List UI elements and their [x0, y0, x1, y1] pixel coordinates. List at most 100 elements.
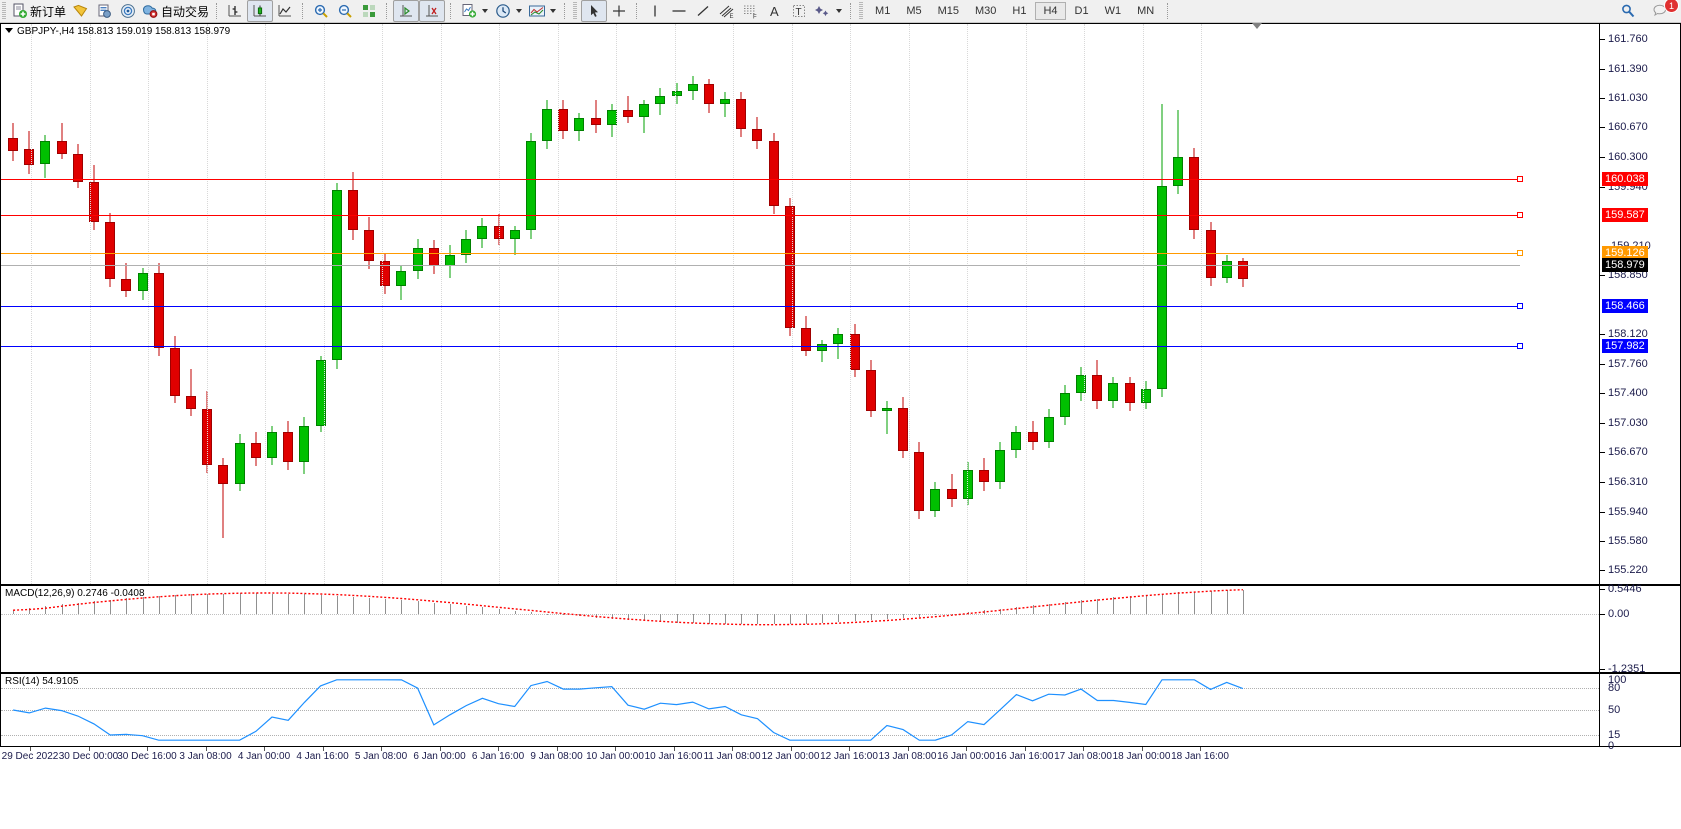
market-watch-button[interactable] [116, 1, 140, 21]
toolbar-separator-5 [564, 3, 566, 19]
rsi-pane[interactable]: RSI(14) 54.9105 100 80 50 15 0 [0, 673, 1681, 752]
candle-body [849, 334, 860, 371]
candle-body [930, 488, 941, 511]
bar-chart-button[interactable] [223, 1, 247, 21]
toolbar-separator-7 [850, 3, 852, 19]
navigator-button[interactable]: 自动交易 [140, 1, 211, 21]
timeframe-m1[interactable]: M1 [875, 5, 891, 17]
timeframe-h1[interactable]: H1 [1012, 5, 1027, 17]
axis-label: 158.850 [1608, 269, 1648, 282]
price-level-handle[interactable] [1517, 212, 1523, 219]
price-tag-pivot[interactable]: 159.126 [1602, 245, 1648, 260]
timeframe-d1[interactable]: D1 [1074, 5, 1089, 17]
price-tag-support[interactable]: 157.982 [1602, 338, 1648, 353]
price-level-line-resistance[interactable] [1, 215, 1520, 217]
terminal-button[interactable] [92, 1, 116, 21]
candle-body [865, 370, 876, 411]
equidistant-channel-button[interactable]: E [715, 1, 739, 21]
price-level-line-resistance[interactable] [1, 178, 1520, 180]
period-chevron-down-icon[interactable] [516, 9, 523, 13]
price-axis[interactable]: 161.760 161.390 161.030 160.670 160.300 159.9… [1599, 24, 1680, 584]
candle [396, 266, 407, 300]
new-order-button[interactable]: 新订单 [10, 1, 68, 21]
macd-histogram-bar [1210, 590, 1212, 614]
price-level-line-support[interactable] [1, 345, 1520, 347]
vertical-gridline [148, 24, 149, 584]
candle-body [542, 108, 553, 142]
macd-histogram-bar [660, 613, 662, 623]
search-button[interactable] [1616, 1, 1640, 21]
zoom-in-button[interactable] [309, 1, 333, 21]
candle-body [736, 98, 747, 129]
notifications-button[interactable]: 1 [1649, 0, 1679, 21]
time-axis[interactable]: 29 Dec 2022 30 Dec 00:00 30 Dec 16:00 3 Jan… [0, 747, 1681, 769]
text-button[interactable]: A [763, 1, 787, 21]
macd-histogram-bar [191, 594, 193, 614]
chart-shift-marker[interactable] [1251, 23, 1262, 29]
auto-scroll-button[interactable] [419, 0, 446, 22]
price-level-handle[interactable] [1517, 303, 1523, 310]
candle-body [169, 348, 180, 397]
cursor-button[interactable] [581, 0, 608, 22]
templates-chevron-down-icon[interactable] [550, 9, 557, 13]
rsi-plot[interactable] [1, 674, 1599, 746]
templates-button[interactable] [525, 1, 549, 21]
toolbar-grip[interactable] [2, 2, 6, 20]
candle-body [703, 84, 714, 105]
price-plot[interactable] [1, 24, 1599, 584]
price-tag-resistance[interactable]: 160.038 [1602, 171, 1648, 186]
price-tag-last_price[interactable]: 158.979 [1602, 257, 1648, 272]
timeframe-w1[interactable]: W1 [1104, 5, 1122, 17]
period-button[interactable] [491, 1, 515, 21]
candle-body [105, 222, 116, 280]
candlestick-chart-button[interactable] [247, 0, 274, 22]
candle [639, 100, 650, 133]
tile-windows-button[interactable] [357, 1, 381, 21]
timeframe-h4[interactable]: H4 [1035, 2, 1066, 20]
timeframe-m5[interactable]: M5 [906, 5, 922, 17]
text-label-button[interactable]: T [787, 1, 811, 21]
macd-plot[interactable] [1, 586, 1599, 672]
timeframe-toolbar-grip[interactable] [859, 2, 864, 20]
shapes-button[interactable] [811, 1, 835, 21]
price-level-line-support[interactable] [1, 306, 1520, 308]
expert-advisors-button[interactable] [68, 1, 92, 21]
zoom-out-button[interactable] [333, 1, 357, 21]
macd-axis[interactable]: 0.5446 0.00 -1.2351 [1599, 583, 1680, 675]
price-level-line-pivot[interactable] [1, 252, 1520, 254]
rsi-axis[interactable]: 100 80 50 15 0 [1599, 674, 1680, 752]
candle-body [315, 360, 326, 426]
price-pane[interactable]: GBPJPY-,H4 158.813 159.019 158.813 158.9… [0, 23, 1681, 585]
fibonacci-button[interactable]: F [739, 1, 763, 21]
timeframe-mn[interactable]: MN [1137, 5, 1155, 17]
shapes-chevron-down-icon[interactable] [836, 9, 843, 13]
shift-end-button[interactable] [393, 0, 420, 22]
chart-area[interactable]: GBPJPY-,H4 158.813 159.019 158.813 158.9… [0, 23, 1681, 829]
horizontal-line-button[interactable] [667, 1, 691, 21]
macd-histogram-bar [94, 601, 95, 614]
add-indicator-button[interactable] [457, 1, 481, 21]
candle [687, 76, 698, 101]
timeframe-m15[interactable]: M15 [937, 5, 959, 17]
trendline-button[interactable] [691, 1, 715, 21]
vertical-line-button[interactable] [643, 1, 667, 21]
price-tag-support[interactable]: 158.466 [1602, 299, 1648, 314]
candle [1059, 384, 1070, 426]
price-tag-resistance[interactable]: 159.587 [1602, 208, 1648, 223]
line-chart-button[interactable] [273, 1, 297, 21]
price-level-handle[interactable] [1517, 249, 1523, 256]
price-level-handle[interactable] [1517, 342, 1523, 349]
candle [1173, 110, 1184, 194]
macd-pane[interactable]: MACD(12,26,9) 0.2746 -0.0408 0.5446 0.00 -… [0, 583, 1681, 675]
macd-histogram-bar [773, 613, 775, 625]
add-indicator-chevron-down-icon[interactable] [482, 9, 489, 13]
candle [299, 417, 310, 475]
timeframe-m30[interactable]: M30 [975, 5, 997, 17]
candle-body [40, 141, 51, 164]
price-level-handle[interactable] [1517, 175, 1523, 182]
candle-body [655, 96, 666, 105]
drawing-toolbar-grip[interactable] [573, 2, 578, 20]
candle [315, 355, 326, 432]
crosshair-button[interactable] [607, 1, 631, 21]
collapse-triangle-icon[interactable] [5, 28, 13, 33]
